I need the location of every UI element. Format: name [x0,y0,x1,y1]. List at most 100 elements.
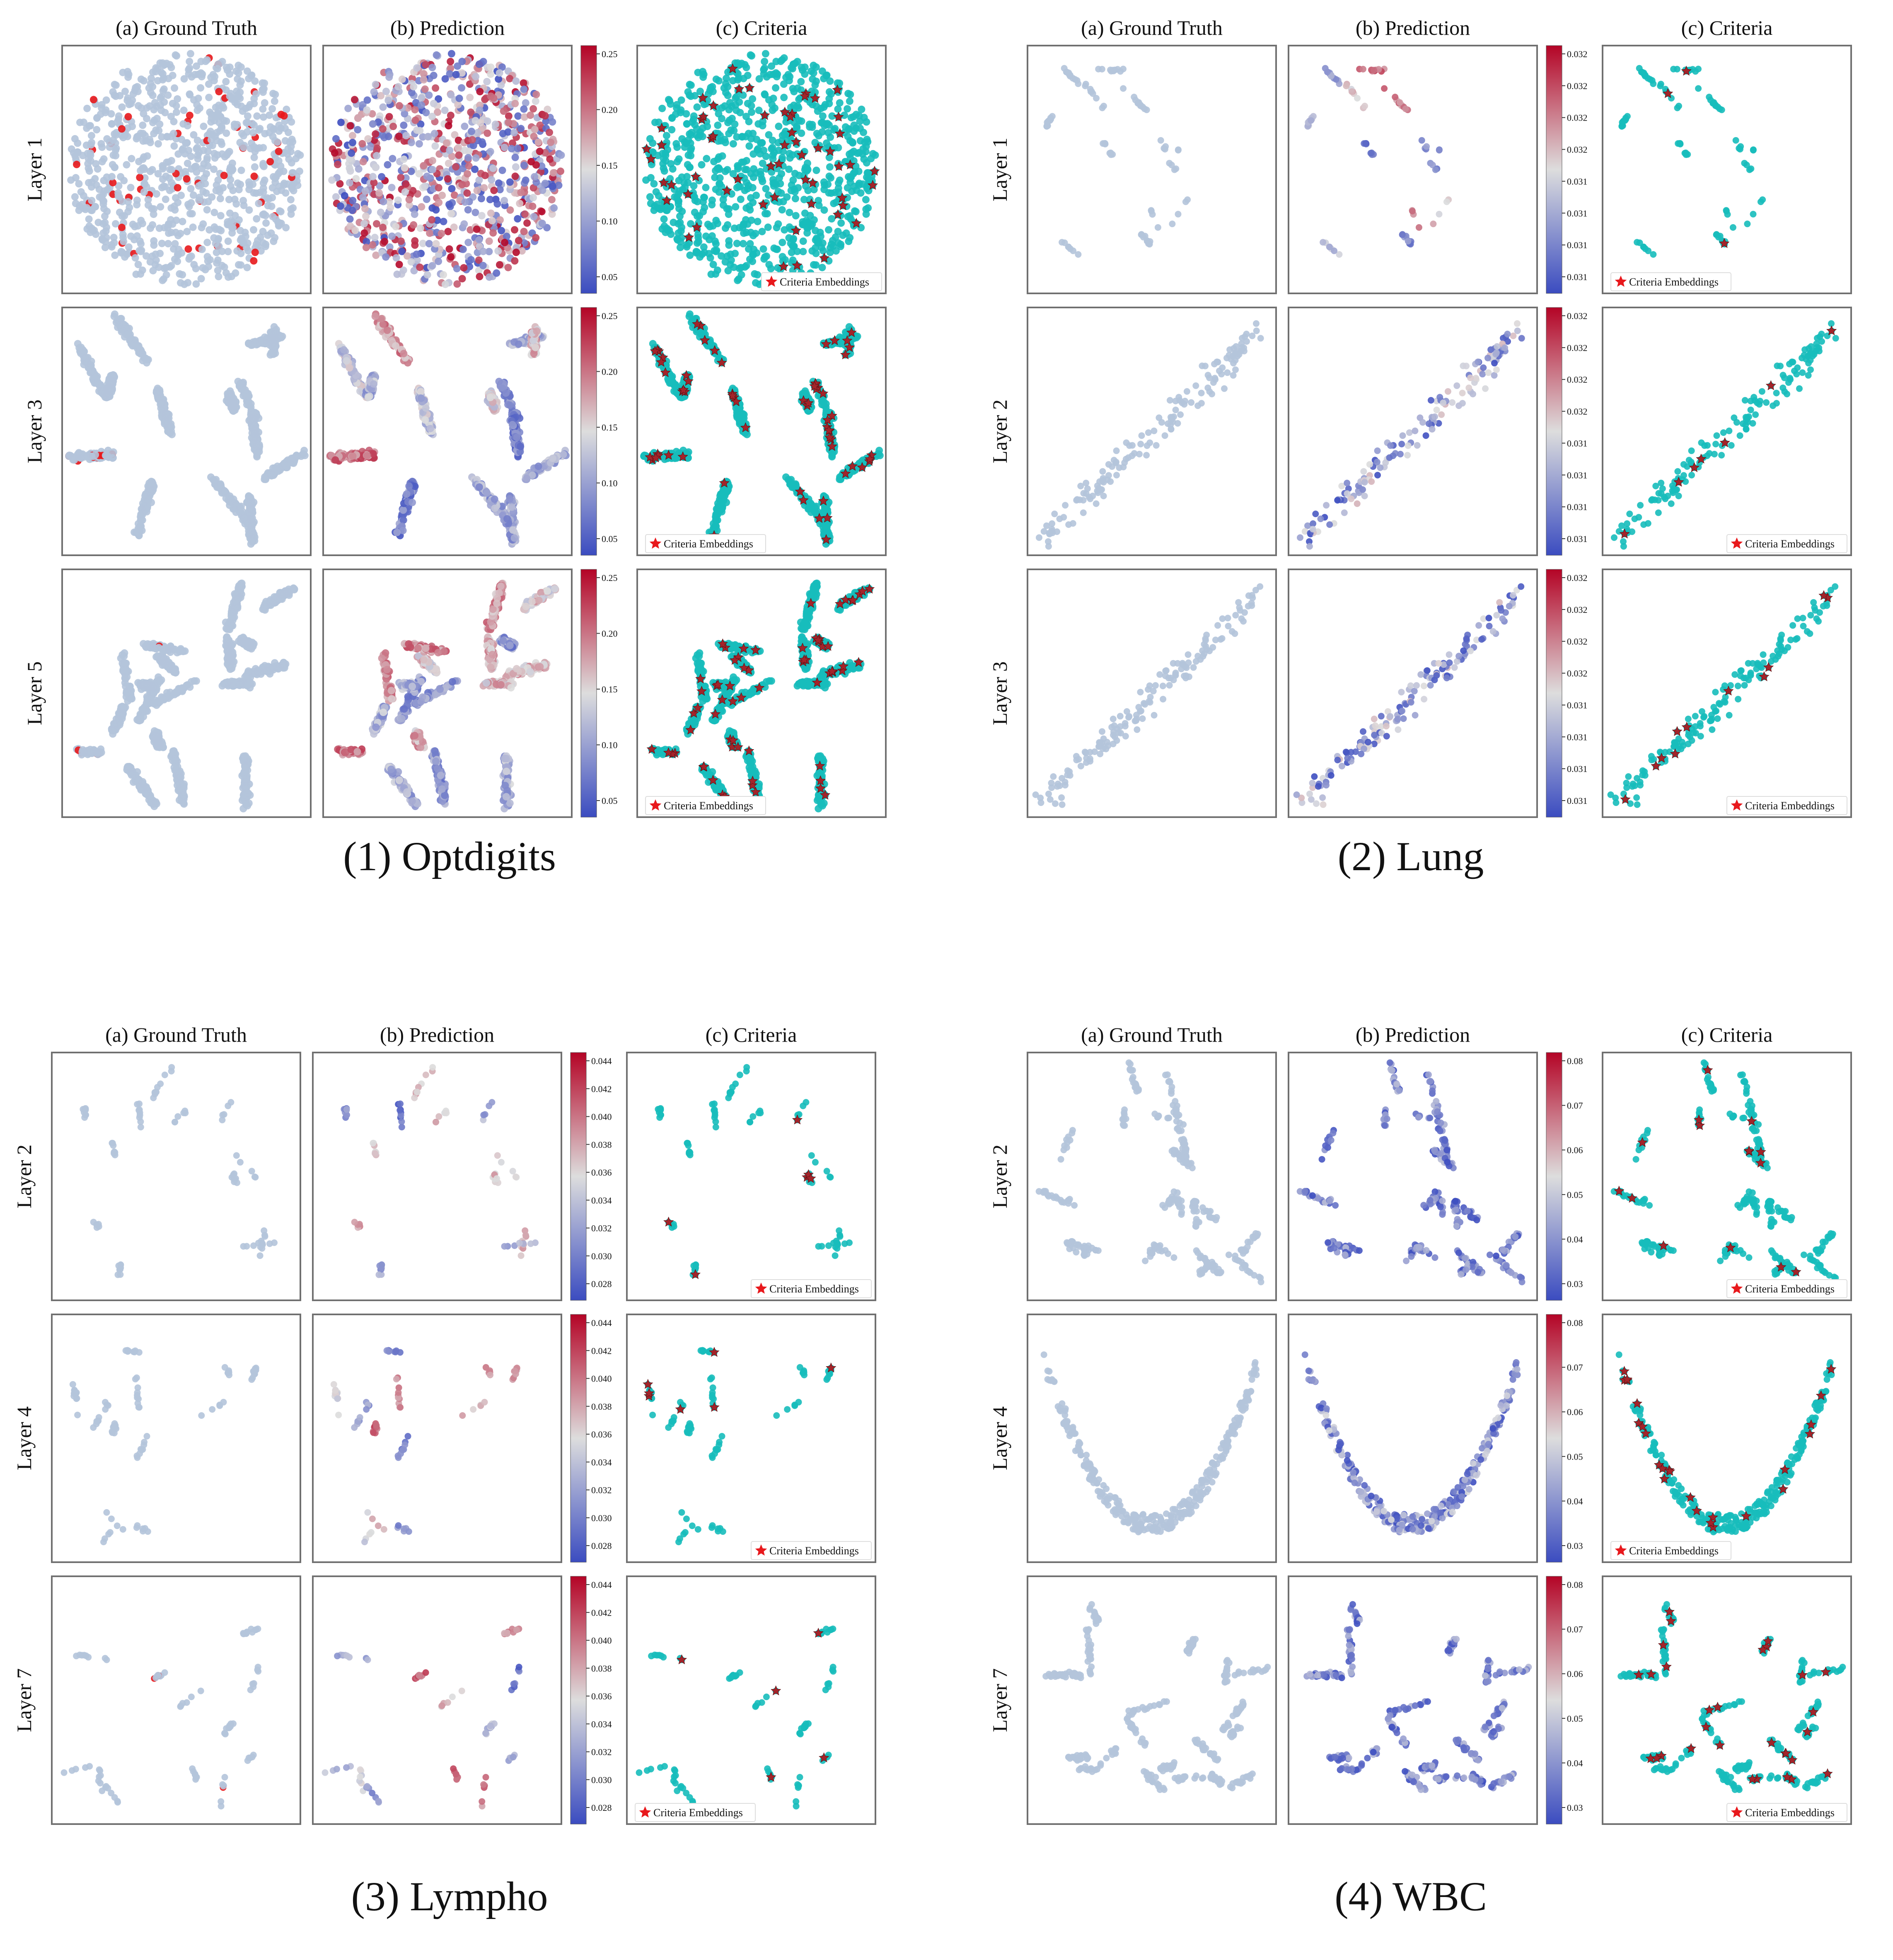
data-point [183,227,191,235]
data-point [174,198,182,206]
data-point [430,72,438,80]
scatter-panel: 0.250.200.150.100.05 [322,307,618,556]
data-point [117,173,125,181]
data-point [155,224,163,232]
data-point [831,189,839,196]
data-point [137,75,145,83]
data-point [460,220,468,228]
data-point [550,204,558,212]
data-point [210,117,218,125]
data-point [224,237,232,245]
data-point [413,64,421,72]
data-point [360,229,368,237]
data-point [665,96,672,104]
data-point [773,245,781,253]
data-point [174,95,181,103]
data-point [475,236,483,244]
data-point [286,138,294,146]
data-point [708,196,716,204]
data-point [415,140,423,148]
data-point [87,206,95,214]
data-point [343,357,351,365]
data-point [120,237,128,245]
data-point [769,94,777,102]
data-point [426,229,434,237]
data-point [262,219,270,227]
data-point [111,130,118,138]
data-point [426,425,434,433]
data-point [727,250,735,258]
data-point [538,220,546,227]
data-point [214,176,222,184]
data-point [410,83,418,91]
data-point [163,133,171,140]
data-point [802,217,810,225]
data-point [744,72,752,80]
data-point [460,264,468,272]
data-point [111,164,118,171]
data-point [455,144,462,152]
data-point [539,186,546,194]
data-point [742,63,750,71]
data-point [511,257,519,265]
data-point [186,91,194,99]
data-point [871,151,879,159]
data-point [346,215,354,223]
data-point [288,118,295,126]
data-point [139,350,147,358]
data-point [825,226,832,234]
data-point [268,202,276,210]
data-point [186,111,193,119]
data-point [71,135,79,143]
data-point [248,139,255,147]
data-point [797,78,805,85]
data-point [354,114,362,122]
data-point [161,404,169,412]
data-point [557,151,565,159]
data-point [234,377,242,385]
data-point [131,342,139,350]
data-point [758,175,766,183]
data-point [225,394,233,402]
colorbar-tick-label: 0.05 [602,272,618,282]
data-point [392,342,400,350]
data-point [403,490,411,498]
data-point [171,206,179,214]
data-point [106,143,114,151]
data-point [118,103,126,111]
data-point [532,234,540,242]
data-point [724,83,732,91]
data-point [699,133,706,140]
data-point [373,152,381,160]
data-point [490,94,498,102]
data-point [186,58,193,65]
data-point [285,128,292,136]
data-point [837,219,845,227]
data-point [405,196,413,203]
data-point [814,107,822,115]
data-point [184,201,192,208]
data-point [517,189,525,196]
data-point [514,145,522,152]
data-point [435,257,442,265]
data-point [420,76,428,84]
data-point [512,163,520,171]
data-point [506,495,514,503]
data-point [99,229,107,237]
data-point [215,106,222,114]
data-point [541,112,549,120]
data-point [250,172,258,180]
data-point [443,139,450,147]
data-point [759,245,767,253]
data-point [138,506,146,514]
data-point [520,227,528,235]
data-point [159,76,167,84]
data-point [486,196,494,203]
data-point [745,130,752,138]
data-point [662,149,670,157]
data-point [768,62,776,70]
data-point [384,161,392,169]
data-point [527,111,534,119]
data-point [230,121,238,128]
data-point [108,120,116,128]
